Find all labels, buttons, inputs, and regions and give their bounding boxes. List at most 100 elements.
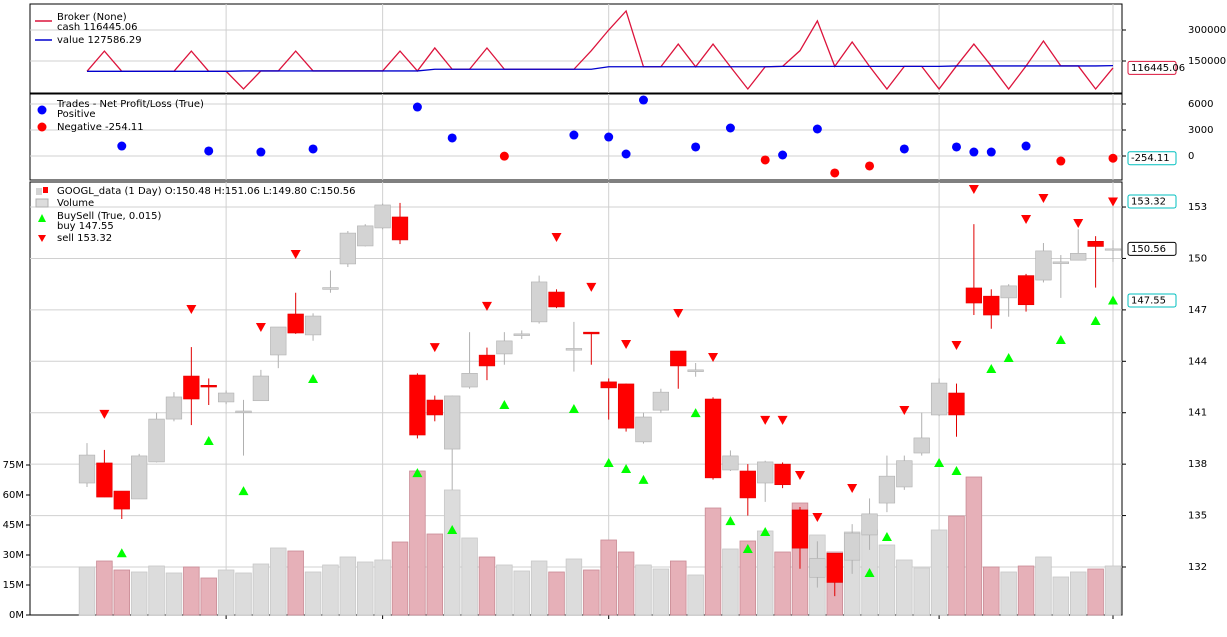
volume-bar bbox=[774, 551, 791, 616]
candle-body bbox=[444, 395, 461, 450]
candle-body bbox=[687, 369, 704, 372]
candle-body bbox=[548, 291, 565, 308]
trade-point bbox=[725, 123, 735, 133]
candle-body bbox=[513, 333, 530, 336]
trade-point bbox=[986, 147, 996, 157]
candle-body bbox=[96, 462, 113, 498]
candle-body bbox=[1017, 275, 1035, 306]
candle-body bbox=[704, 398, 722, 479]
y2-tick-label: 3000 bbox=[1188, 125, 1213, 136]
buy-marker bbox=[1108, 295, 1118, 305]
sell-marker bbox=[1108, 197, 1118, 207]
candle-body bbox=[948, 392, 965, 416]
candle-body bbox=[739, 470, 756, 499]
trade-point bbox=[691, 142, 701, 152]
trade-point bbox=[969, 147, 979, 157]
sell-marker bbox=[99, 409, 110, 419]
volume-bar bbox=[426, 533, 444, 616]
candle-body bbox=[339, 232, 356, 265]
volume-bar bbox=[357, 561, 374, 616]
volume-bar bbox=[200, 577, 217, 616]
y2-tick-label: 132 bbox=[1188, 562, 1207, 573]
volume-bar bbox=[78, 566, 96, 616]
candle-body bbox=[722, 455, 739, 471]
buy-marker bbox=[603, 457, 614, 467]
buy-marker bbox=[934, 457, 945, 467]
legend-icon bbox=[35, 198, 49, 208]
y2-tick-label: 147 bbox=[1188, 305, 1207, 316]
value-tag-box bbox=[1127, 241, 1177, 256]
legend-label: value 127586.29 bbox=[57, 35, 142, 46]
buy-marker bbox=[447, 524, 458, 534]
volume-bar bbox=[687, 574, 704, 616]
legend-title: Broker (None) bbox=[57, 12, 127, 23]
buy-marker bbox=[760, 527, 771, 537]
volume-bar bbox=[148, 565, 165, 616]
volume-bar bbox=[583, 569, 600, 616]
buy-marker bbox=[690, 408, 701, 418]
legend-title: Trades - Net Profit/Loss (True) bbox=[56, 99, 204, 110]
buy-marker bbox=[412, 468, 423, 478]
value-tag-box bbox=[1127, 151, 1177, 166]
sell-marker bbox=[255, 323, 266, 333]
candle-body bbox=[861, 513, 878, 536]
y2-tick-label: 300000 bbox=[1188, 25, 1226, 36]
candle-body bbox=[148, 418, 165, 463]
candle-body bbox=[757, 461, 774, 484]
candle-body bbox=[930, 382, 948, 416]
candle-body bbox=[374, 204, 391, 229]
volume-bar bbox=[739, 540, 757, 616]
buy-marker bbox=[203, 436, 214, 446]
volume-bar bbox=[339, 556, 357, 616]
volume-bar bbox=[930, 529, 948, 616]
y-tick-label: 15M bbox=[3, 580, 24, 591]
buy-marker bbox=[621, 463, 632, 473]
volume-bar bbox=[704, 507, 722, 616]
volume-bar bbox=[165, 572, 183, 616]
volume-bar bbox=[1052, 576, 1070, 616]
sell-marker bbox=[777, 415, 788, 425]
legend-label: BuySell (True, 0.015) bbox=[57, 211, 161, 222]
candle-body bbox=[878, 475, 896, 504]
volume-bar bbox=[548, 571, 565, 616]
candle-body bbox=[252, 375, 270, 402]
y2-tick-label: 135 bbox=[1188, 511, 1207, 522]
sell-marker bbox=[481, 301, 492, 311]
legend-icon bbox=[43, 187, 48, 193]
legend-icon bbox=[36, 188, 42, 195]
buy-marker bbox=[1003, 353, 1014, 363]
volume-bar bbox=[983, 566, 1000, 616]
buy-marker bbox=[499, 400, 510, 410]
candle-body bbox=[113, 490, 130, 510]
buy-marker bbox=[1090, 316, 1101, 326]
volume-bar bbox=[96, 560, 113, 616]
value-tag-box bbox=[1127, 293, 1177, 308]
y2-tick-label: 150000 bbox=[1188, 56, 1226, 67]
trade-point bbox=[569, 130, 579, 140]
volume-bar bbox=[652, 568, 670, 616]
sell-marker bbox=[621, 339, 632, 349]
volume-bar bbox=[617, 551, 635, 616]
volume-bar bbox=[217, 569, 235, 616]
y-tick-label: 45M bbox=[3, 520, 24, 531]
candle-body bbox=[357, 225, 374, 247]
sell-marker bbox=[1073, 218, 1084, 228]
volume-bar bbox=[565, 558, 583, 616]
legend-icon bbox=[37, 122, 47, 132]
candle-body bbox=[1000, 285, 1017, 299]
sell-marker bbox=[186, 305, 197, 315]
candle-body bbox=[1104, 248, 1122, 251]
volume-bar bbox=[1104, 565, 1122, 616]
buy-marker bbox=[742, 544, 753, 554]
buy-marker bbox=[638, 474, 649, 484]
trade-point bbox=[778, 150, 788, 160]
candle-body bbox=[1070, 253, 1087, 261]
buy-marker bbox=[116, 548, 127, 558]
buy-marker bbox=[308, 373, 319, 383]
value-tag: 150.56 bbox=[1131, 244, 1166, 255]
y-tick-label: 75M bbox=[3, 460, 24, 471]
y2-tick-label: 144 bbox=[1188, 356, 1207, 367]
candle-body bbox=[270, 326, 287, 356]
